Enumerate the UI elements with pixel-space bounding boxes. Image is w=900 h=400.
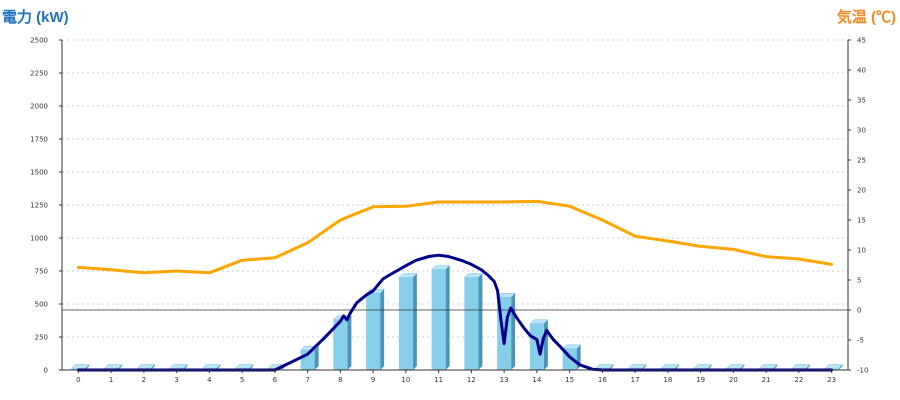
bar-side-face [445,265,450,370]
bar-side-face [380,289,385,370]
bar [463,273,483,370]
bar-series [70,265,844,370]
x-tick-label: 18 [663,376,672,384]
bar-front-face [398,277,413,370]
left-tick-label: 2500 [30,37,48,45]
axes [59,39,851,373]
bar [365,289,385,370]
bar-side-face [511,293,516,370]
right-tick-label: 30 [857,127,866,135]
bar-front-face [366,293,381,370]
x-tick-label: 23 [827,376,836,384]
x-tick-label: 21 [762,376,771,384]
line-series [76,199,834,372]
x-tick-label: 14 [532,376,541,384]
bar-side-face [314,346,319,370]
left-tick-label: 250 [35,334,48,342]
x-tick-label: 15 [565,376,574,384]
x-tick-label: 5 [240,376,244,384]
bar-front-face [529,323,544,370]
bar-front-face [431,269,446,370]
bar [300,345,320,370]
right-tick-label: 40 [857,67,866,75]
x-tick-label: 19 [696,376,705,384]
left-tick-label: 750 [35,268,48,276]
x-tick-label: 6 [273,376,278,384]
x-tick-label: 11 [434,376,443,384]
left-tick-label: 0 [44,367,48,375]
x-tick-label: 3 [174,376,178,384]
right-tick-label: 35 [857,97,866,105]
x-tick-label: 8 [338,376,342,384]
right-tick-label: 0 [857,307,861,315]
x-tick-label: 10 [401,376,410,384]
bar-side-face [838,364,843,370]
power-line [76,253,834,372]
bar [398,273,418,370]
right-axis-title: 気温 (℃) [837,8,896,26]
x-tick-label: 1 [109,376,113,384]
right-tick-label: 45 [857,37,866,45]
left-axis-title: 電力 (kW) [2,8,69,26]
left-tick-label: 500 [35,301,48,309]
x-tick-label: 20 [729,376,738,384]
bar [431,265,451,370]
bar-side-face [543,319,548,370]
right-tick-label: 20 [857,187,866,195]
left-tick-label: 1500 [30,169,48,177]
grid [62,39,848,338]
tick-labels: 02505007501000125015001750200022502500-1… [30,37,868,385]
left-tick-label: 2000 [30,103,48,111]
right-tick-label: -5 [857,337,864,345]
right-tick-label: 10 [857,247,866,255]
left-tick-label: 1000 [30,235,48,243]
x-tick-label: 7 [305,376,309,384]
right-tick-label: 5 [857,277,861,285]
bar-front-face [333,319,348,370]
x-tick-label: 2 [142,376,146,384]
temperature-line [76,199,834,275]
x-tick-label: 22 [794,376,803,384]
x-tick-label: 13 [500,376,509,384]
bar-front-face [464,277,479,370]
x-tick-label: 9 [371,376,375,384]
x-tick-label: 0 [76,376,80,384]
right-tick-label: 15 [857,217,866,225]
left-tick-label: 1750 [30,136,48,144]
left-tick-label: 2250 [30,70,48,78]
bar-side-face [347,315,352,370]
x-tick-label: 12 [467,376,476,384]
x-tick-label: 17 [631,376,640,384]
right-tick-label: 25 [857,157,866,165]
x-tick-label: 4 [207,376,212,384]
right-tick-label: -10 [857,367,868,375]
bar-side-face [412,273,417,370]
left-tick-label: 1250 [30,202,48,210]
bar-side-face [478,273,483,370]
x-tick-label: 16 [598,376,607,384]
